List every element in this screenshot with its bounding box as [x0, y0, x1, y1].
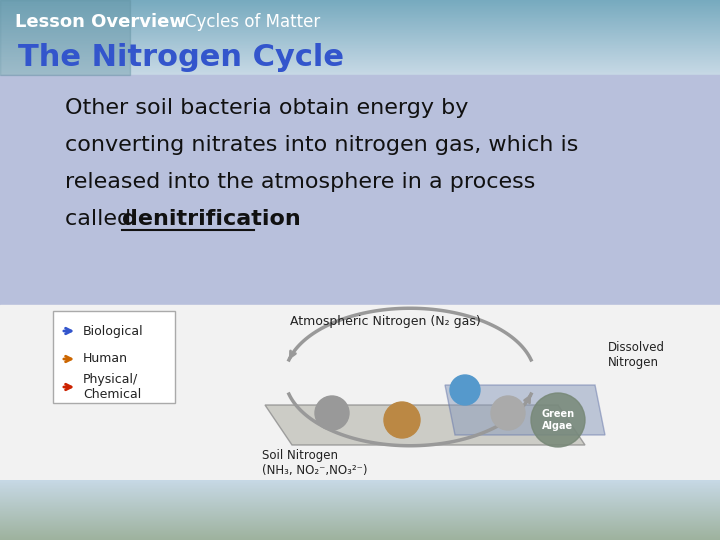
Text: Biological: Biological	[83, 325, 143, 338]
Text: .: .	[256, 209, 262, 229]
Polygon shape	[265, 405, 585, 445]
Polygon shape	[445, 385, 605, 435]
Text: Physical/
Chemical: Physical/ Chemical	[83, 373, 141, 401]
Text: Cycles of Matter: Cycles of Matter	[185, 13, 320, 31]
Bar	[0, 75, 720, 305]
Text: The Nitrogen Cycle: The Nitrogen Cycle	[18, 44, 344, 72]
Circle shape	[315, 396, 349, 430]
Circle shape	[450, 375, 480, 405]
Text: Human: Human	[83, 353, 128, 366]
Circle shape	[531, 393, 585, 447]
Text: Soil Nitrogen
(NH₃, NO₂⁻,NO₃²⁻): Soil Nitrogen (NH₃, NO₂⁻,NO₃²⁻)	[262, 449, 367, 477]
Bar	[0, 0, 130, 75]
Circle shape	[491, 396, 525, 430]
Text: Other soil bacteria obtain energy by: Other soil bacteria obtain energy by	[65, 98, 469, 118]
Text: Lesson Overview: Lesson Overview	[15, 13, 186, 31]
Bar	[0, 305, 720, 480]
Text: denitrification: denitrification	[122, 209, 301, 229]
Text: called: called	[65, 209, 138, 229]
Text: Green
Algae: Green Algae	[541, 409, 575, 431]
Text: Atmospheric Nitrogen (N₂ gas): Atmospheric Nitrogen (N₂ gas)	[289, 315, 480, 328]
FancyBboxPatch shape	[53, 311, 175, 403]
Text: released into the atmosphere in a process: released into the atmosphere in a proces…	[65, 172, 536, 192]
Text: Dissolved
Nitrogen: Dissolved Nitrogen	[608, 341, 665, 369]
Text: converting nitrates into nitrogen gas, which is: converting nitrates into nitrogen gas, w…	[65, 135, 578, 155]
Circle shape	[384, 402, 420, 438]
